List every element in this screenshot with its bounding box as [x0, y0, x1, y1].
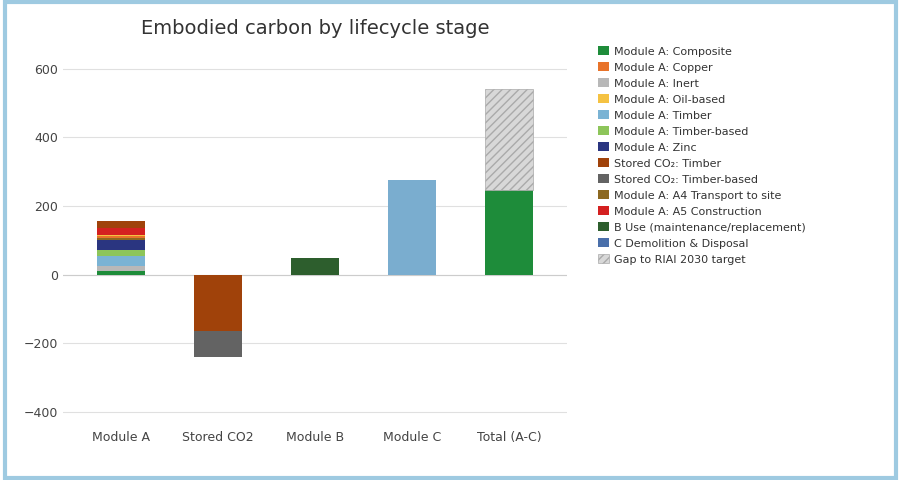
Bar: [97, 228, 146, 235]
Bar: [484, 190, 533, 275]
Bar: [291, 258, 339, 275]
Bar: [97, 236, 146, 238]
Bar: [194, 275, 242, 331]
Bar: [97, 235, 146, 236]
Bar: [97, 250, 146, 256]
Bar: [194, 331, 242, 357]
Bar: [97, 271, 146, 275]
Bar: [97, 240, 146, 250]
Bar: [97, 266, 146, 271]
Bar: [97, 221, 146, 228]
Bar: [97, 256, 146, 266]
Bar: [388, 180, 436, 275]
Title: Embodied carbon by lifecycle stage: Embodied carbon by lifecycle stage: [140, 19, 490, 38]
Legend: Module A: Composite, Module A: Copper, Module A: Inert, Module A: Oil-based, Mod: Module A: Composite, Module A: Copper, M…: [598, 46, 806, 264]
Bar: [484, 89, 533, 190]
Bar: [97, 238, 146, 240]
